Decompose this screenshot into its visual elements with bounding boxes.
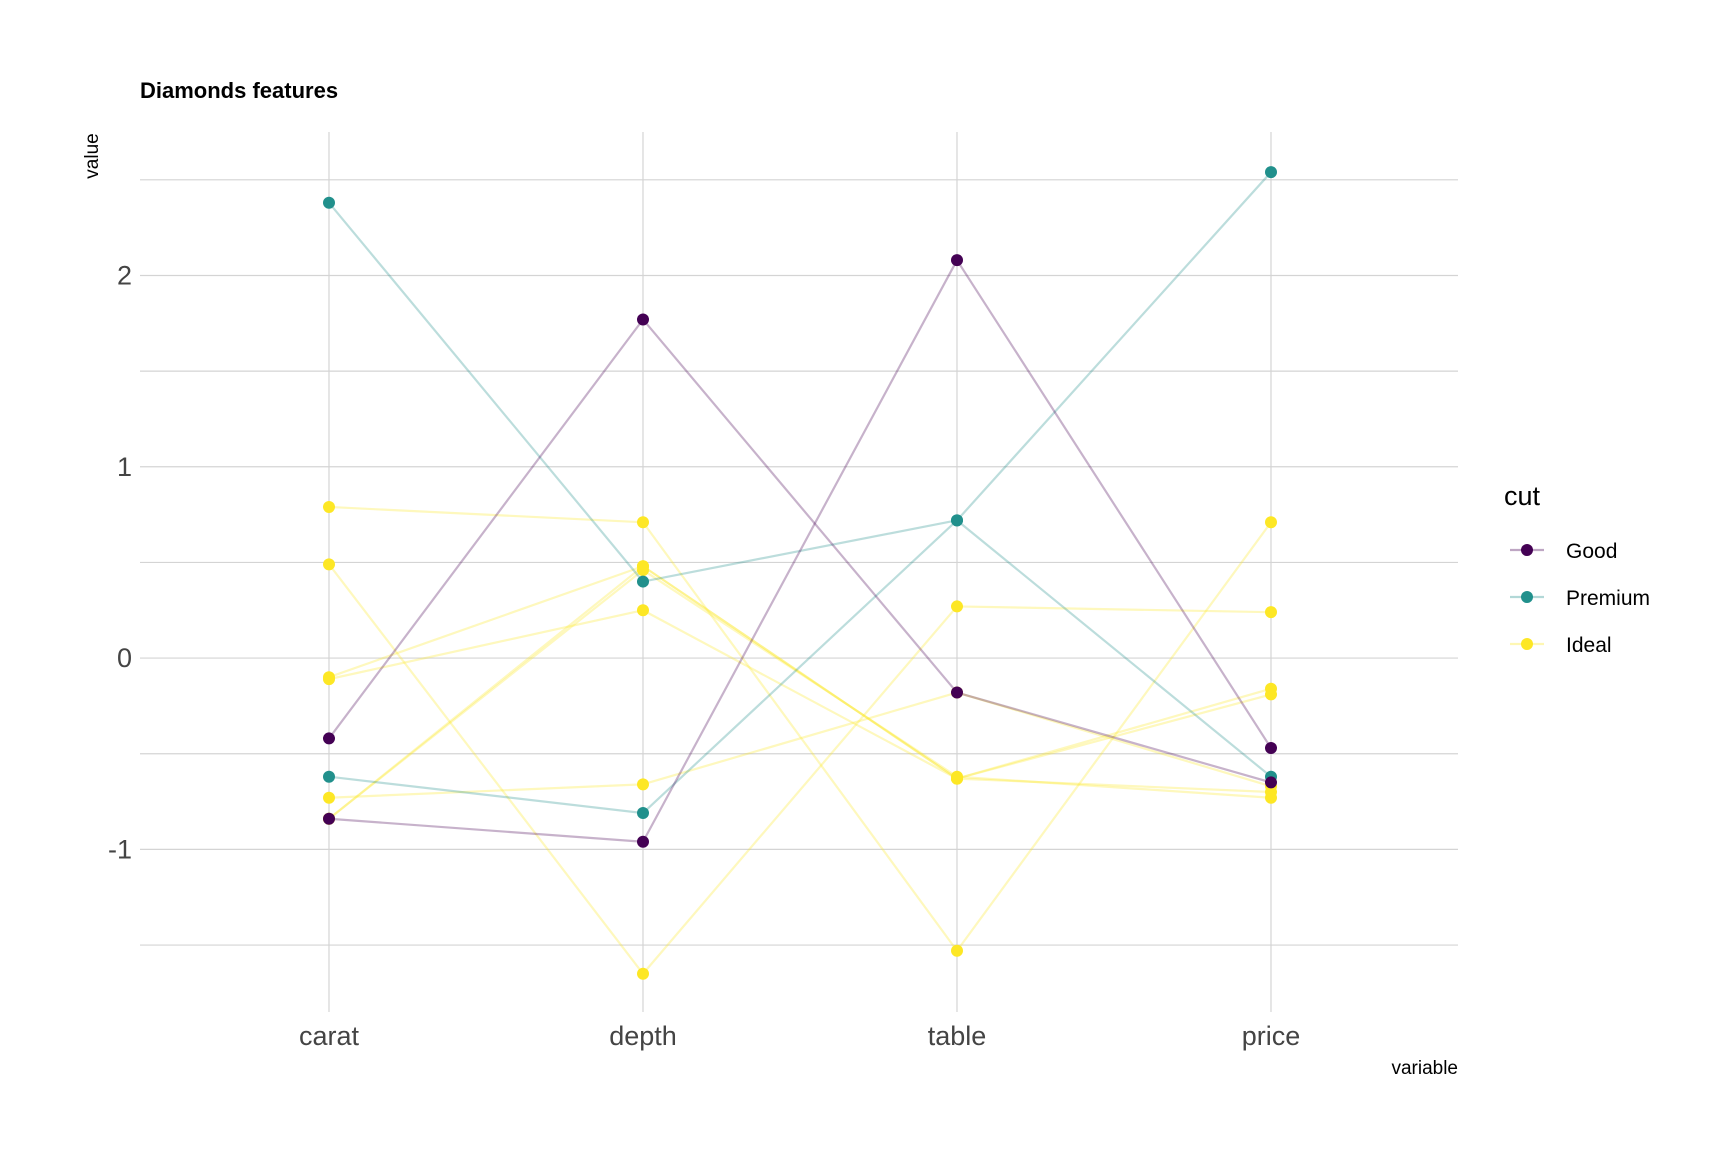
data-point-premium <box>637 575 649 588</box>
legend-key-point <box>1521 638 1533 650</box>
data-point-ideal <box>1265 516 1277 529</box>
data-point-good <box>1265 742 1277 754</box>
y-tick-label: -1 <box>108 834 132 864</box>
y-tick-label: 1 <box>117 452 132 482</box>
data-point-ideal <box>637 564 649 577</box>
data-point-ideal <box>323 791 335 804</box>
grid <box>140 132 1458 1012</box>
data-point-good <box>323 732 335 745</box>
series-line-premium <box>328 171 1272 815</box>
legend-key-point <box>1521 544 1533 556</box>
data-point-good <box>1265 776 1277 789</box>
data-point-ideal <box>323 673 335 686</box>
x-tick-labels: carat depth table price <box>299 1021 1300 1051</box>
series-line-ideal <box>328 609 1272 780</box>
y-tick-labels: -1 0 1 2 <box>108 260 132 864</box>
data-point-premium <box>323 196 335 209</box>
legend-label-good: Good <box>1566 540 1617 563</box>
data-point-good <box>637 835 649 848</box>
data-point-good <box>951 686 963 699</box>
x-tick-label: depth <box>609 1021 677 1051</box>
data-point-premium <box>323 770 335 783</box>
x-tick-label: table <box>928 1021 987 1051</box>
series-line-ideal <box>328 691 1272 799</box>
series-line-ideal <box>328 563 1272 975</box>
data-point-premium <box>1265 166 1277 179</box>
x-tick-label: price <box>1242 1021 1301 1051</box>
series-line-ideal <box>328 568 1272 820</box>
data-point-ideal <box>323 500 335 513</box>
y-tick-label: 2 <box>117 260 132 290</box>
data-point-ideal <box>1265 688 1277 701</box>
series-line-premium <box>328 202 1272 778</box>
x-axis-label: variable <box>1391 1058 1458 1079</box>
data-point-ideal <box>951 600 963 613</box>
legend-label-premium: Premium <box>1566 587 1650 610</box>
data-point-ideal <box>951 770 963 783</box>
data-point-premium <box>951 514 963 527</box>
data-point-good <box>951 254 963 267</box>
series-lines <box>328 171 1272 975</box>
series-line-ideal <box>328 565 1272 820</box>
legend-title: cut <box>1504 481 1541 511</box>
y-axis-label: value <box>82 133 103 178</box>
data-point-ideal <box>1265 606 1277 619</box>
data-point-premium <box>637 807 649 820</box>
series-line-ideal <box>328 565 1272 780</box>
data-point-ideal <box>1265 791 1277 804</box>
data-point-good <box>637 313 649 326</box>
data-point-ideal <box>951 944 963 957</box>
data-point-ideal <box>323 558 335 571</box>
series-points <box>323 166 1277 980</box>
series-line-good <box>328 259 1272 843</box>
legend-label-ideal: Ideal <box>1566 634 1612 657</box>
x-tick-label: carat <box>299 1021 360 1051</box>
data-point-ideal <box>637 967 649 980</box>
series-line-good <box>328 318 1272 784</box>
series-line-ideal <box>328 505 1272 952</box>
y-tick-label: 0 <box>117 643 132 673</box>
chart-title: Diamonds features <box>140 78 338 103</box>
data-point-ideal <box>637 604 649 617</box>
legend-key-point <box>1521 591 1533 603</box>
data-point-ideal <box>637 778 649 791</box>
legend: cut Good Premium Ideal <box>1504 481 1650 657</box>
data-point-ideal <box>637 516 649 529</box>
data-point-good <box>323 812 335 825</box>
